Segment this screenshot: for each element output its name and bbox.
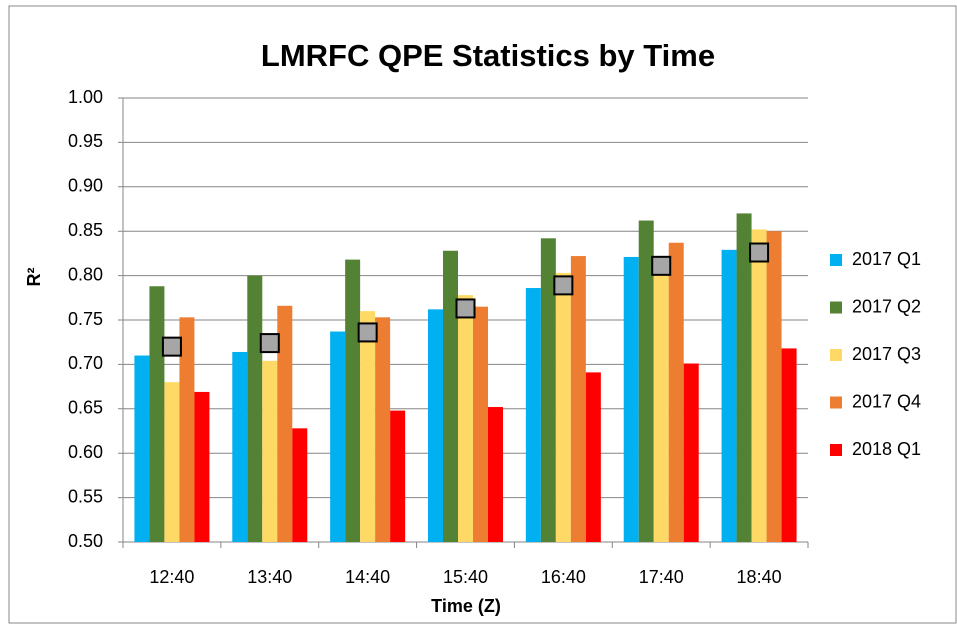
bar (751, 229, 767, 542)
legend-swatch (830, 254, 842, 266)
bar (134, 355, 150, 542)
bar (247, 275, 263, 542)
bar (179, 317, 195, 542)
bar (721, 249, 737, 542)
marker (553, 275, 574, 296)
marker (357, 322, 378, 343)
x-axis-title: Time (Z) (431, 596, 501, 616)
bar (683, 363, 699, 542)
bar (766, 231, 782, 542)
legend-label: 2017 Q1 (852, 249, 921, 269)
y-tick-label: 0.75 (68, 309, 103, 329)
x-tick-label: 17:40 (639, 567, 684, 587)
bar (375, 317, 391, 542)
y-tick-label: 0.65 (68, 398, 103, 418)
bar (570, 256, 586, 542)
legend-swatch (830, 349, 842, 361)
legend-swatch (830, 444, 842, 456)
bar (149, 286, 165, 542)
bar (164, 382, 180, 542)
bar (458, 295, 473, 542)
chart-title: LMRFC QPE Statistics by Time (261, 38, 715, 73)
y-tick-label: 0.70 (68, 353, 103, 373)
bar (781, 348, 797, 542)
y-tick-label: 0.55 (68, 486, 103, 506)
marker (749, 242, 770, 263)
legend-swatch (830, 396, 842, 409)
x-tick-label: 18:40 (737, 567, 782, 587)
bar (390, 410, 406, 542)
bar (585, 372, 601, 542)
bar (736, 213, 752, 542)
x-tick-label: 14:40 (345, 567, 390, 587)
bar (555, 272, 571, 542)
x-tick-label: 12:40 (149, 567, 194, 587)
bar (262, 360, 278, 542)
bar (623, 256, 639, 542)
bar (292, 428, 308, 542)
bar (277, 305, 293, 542)
bar (360, 311, 376, 542)
legend-swatch (830, 301, 842, 314)
bar (653, 264, 669, 542)
y-tick-label: 0.50 (68, 531, 103, 551)
y-tick-label: 1.00 (68, 87, 103, 107)
bar (345, 259, 361, 542)
bar (330, 331, 346, 542)
bar (540, 238, 556, 542)
bar (525, 288, 541, 542)
y-axis-title: R² (24, 268, 44, 287)
legend-label: 2018 Q1 (852, 439, 921, 459)
x-tick-label: 15:40 (443, 567, 488, 587)
x-tick-label: 16:40 (541, 567, 586, 587)
marker (259, 333, 280, 354)
legend-label: 2017 Q2 (852, 296, 921, 316)
bar (443, 250, 458, 542)
bar (194, 391, 210, 542)
y-tick-label: 0.80 (68, 264, 103, 284)
bar (638, 220, 654, 542)
marker (651, 255, 672, 276)
marker (455, 298, 476, 319)
y-tick-label: 0.90 (68, 176, 103, 196)
bar (668, 242, 684, 542)
bar (488, 407, 503, 542)
y-tick-label: 0.60 (68, 442, 103, 462)
marker (161, 336, 182, 357)
bar (232, 351, 248, 542)
x-tick-label: 13:40 (247, 567, 292, 587)
y-tick-label: 0.85 (68, 220, 103, 240)
legend-label: 2017 Q3 (852, 344, 921, 364)
bar (473, 306, 488, 542)
bar (428, 309, 443, 542)
y-tick-label: 0.95 (68, 131, 103, 151)
legend-label: 2017 Q4 (852, 391, 921, 411)
